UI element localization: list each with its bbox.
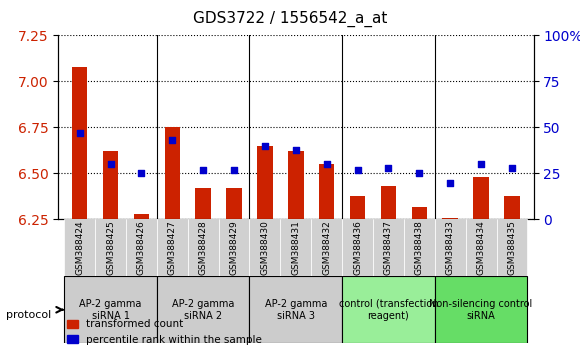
Bar (319, 164, 335, 219)
Point (137, 171, 146, 176)
FancyBboxPatch shape (157, 276, 249, 343)
Text: GSM388426: GSM388426 (137, 221, 146, 275)
Text: GSM388431: GSM388431 (291, 220, 300, 275)
Bar (226, 188, 242, 219)
FancyBboxPatch shape (496, 219, 527, 276)
Text: GSM388432: GSM388432 (322, 221, 331, 275)
Bar (103, 152, 118, 219)
Text: protocol: protocol (6, 310, 51, 320)
Bar (72, 67, 88, 219)
Point (75, 130, 84, 136)
FancyBboxPatch shape (404, 219, 435, 276)
Text: GSM388425: GSM388425 (106, 221, 115, 275)
FancyBboxPatch shape (188, 219, 219, 276)
Text: AP-2 gamma
siRNA 2: AP-2 gamma siRNA 2 (172, 299, 234, 321)
Text: GSM388436: GSM388436 (353, 220, 362, 275)
Legend: transformed count, percentile rank within the sample: transformed count, percentile rank withi… (63, 315, 266, 349)
Point (476, 161, 485, 167)
FancyBboxPatch shape (126, 219, 157, 276)
FancyBboxPatch shape (342, 276, 435, 343)
Bar (350, 195, 365, 219)
Text: Non-silencing control
siRNA: Non-silencing control siRNA (429, 299, 532, 321)
Bar (504, 195, 520, 219)
Bar (288, 152, 303, 219)
Point (445, 180, 455, 185)
Text: GSM388430: GSM388430 (260, 220, 270, 275)
Point (168, 137, 177, 143)
Text: GSM388435: GSM388435 (508, 220, 516, 275)
FancyBboxPatch shape (466, 219, 496, 276)
Text: GSM388427: GSM388427 (168, 221, 177, 275)
Point (508, 165, 517, 171)
Text: control (transfection
reagent): control (transfection reagent) (339, 299, 438, 321)
Bar (133, 214, 149, 219)
Text: AP-2 gamma
siRNA 1: AP-2 gamma siRNA 1 (79, 299, 142, 321)
Text: GSM388438: GSM388438 (415, 220, 424, 275)
Text: AP-2 gamma
siRNA 3: AP-2 gamma siRNA 3 (264, 299, 327, 321)
Point (353, 167, 362, 173)
Bar (412, 207, 427, 219)
Bar (380, 186, 396, 219)
Point (198, 167, 208, 173)
Text: GSM388433: GSM388433 (445, 220, 455, 275)
Bar (257, 146, 273, 219)
FancyBboxPatch shape (64, 219, 95, 276)
Point (291, 147, 300, 152)
FancyBboxPatch shape (342, 219, 373, 276)
Text: GSM388437: GSM388437 (384, 220, 393, 275)
Bar (195, 188, 211, 219)
Point (106, 161, 115, 167)
Text: GDS3722 / 1556542_a_at: GDS3722 / 1556542_a_at (193, 11, 387, 27)
Text: GSM388428: GSM388428 (199, 221, 208, 275)
Text: GSM388424: GSM388424 (75, 221, 84, 275)
FancyBboxPatch shape (311, 219, 342, 276)
FancyBboxPatch shape (95, 219, 126, 276)
Point (415, 171, 424, 176)
Bar (473, 177, 489, 219)
FancyBboxPatch shape (64, 276, 157, 343)
Text: GSM388434: GSM388434 (477, 221, 485, 275)
Bar (443, 218, 458, 219)
Point (260, 143, 270, 149)
Point (322, 161, 331, 167)
FancyBboxPatch shape (373, 219, 404, 276)
FancyBboxPatch shape (280, 219, 311, 276)
FancyBboxPatch shape (435, 219, 466, 276)
FancyBboxPatch shape (249, 219, 280, 276)
Point (230, 167, 239, 173)
Point (384, 165, 393, 171)
FancyBboxPatch shape (219, 219, 249, 276)
FancyBboxPatch shape (435, 276, 527, 343)
Text: GSM388429: GSM388429 (230, 221, 238, 275)
Bar (165, 127, 180, 219)
FancyBboxPatch shape (157, 219, 188, 276)
FancyBboxPatch shape (249, 276, 342, 343)
